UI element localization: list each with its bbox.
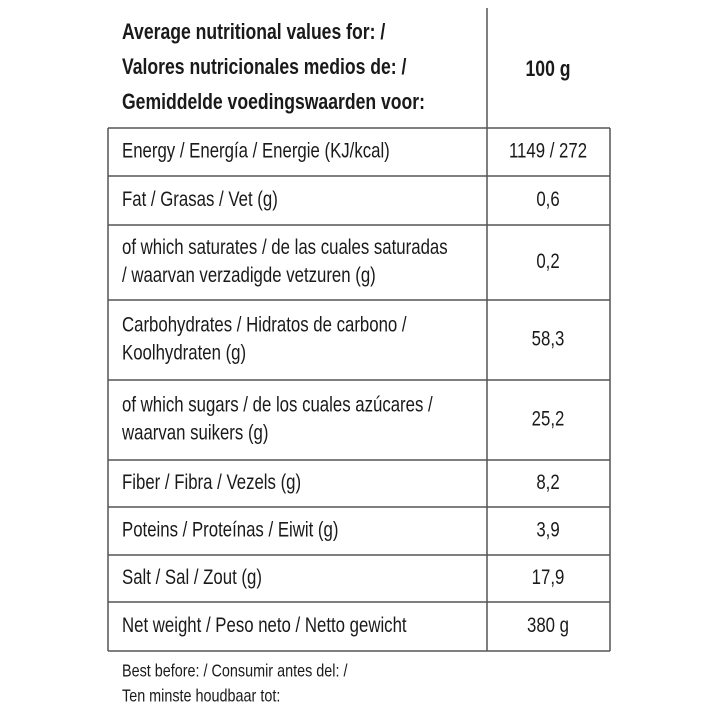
row-label: Poteins / Proteínas / Eiwit (g) bbox=[122, 519, 338, 542]
header-title: Gemiddelde voedingswaarden voor: bbox=[122, 90, 425, 114]
row-value: 58,3 bbox=[532, 328, 565, 351]
row-value: 1149 / 272 bbox=[509, 140, 587, 163]
row-value: 3,9 bbox=[536, 519, 559, 542]
row-value: 380 g bbox=[527, 614, 569, 637]
row-label: Fat / Grasas / Vet (g) bbox=[122, 188, 278, 211]
header-title: Valores nutricionales medios de: / bbox=[122, 55, 407, 79]
row-label: / waarvan verzadigde vetzuren (g) bbox=[122, 264, 376, 287]
row-label: Salt / Sal / Zout (g) bbox=[122, 566, 262, 589]
row-value: 25,2 bbox=[532, 408, 565, 431]
row-label: Koolhydraten (g) bbox=[122, 342, 246, 365]
row-value: 0,6 bbox=[536, 188, 559, 211]
row-label: Energy / Energía / Energie (KJ/kcal) bbox=[122, 140, 390, 163]
row-label: Fiber / Fibra / Vezels (g) bbox=[122, 471, 301, 494]
header-title: Average nutritional values for: / bbox=[122, 20, 386, 44]
row-value: 8,2 bbox=[536, 471, 559, 494]
row-value: 17,9 bbox=[532, 566, 565, 589]
row-value: 0,2 bbox=[536, 250, 559, 273]
row-label: waarvan suikers (g) bbox=[121, 422, 268, 445]
column-header: 100 g bbox=[526, 57, 571, 81]
row-label: Carbohydrates / Hidratos de carbono / bbox=[122, 314, 407, 337]
row-label: Net weight / Peso neto / Netto gewicht bbox=[122, 614, 407, 637]
footer-text: Ten minste houdbaar tot: bbox=[122, 686, 280, 706]
row-label: of which sugars / de los cuales azúcares… bbox=[122, 394, 433, 417]
footer-text: Best before: / Consumir antes del: / bbox=[122, 661, 348, 681]
row-label: of which saturates / de las cuales satur… bbox=[122, 236, 448, 259]
